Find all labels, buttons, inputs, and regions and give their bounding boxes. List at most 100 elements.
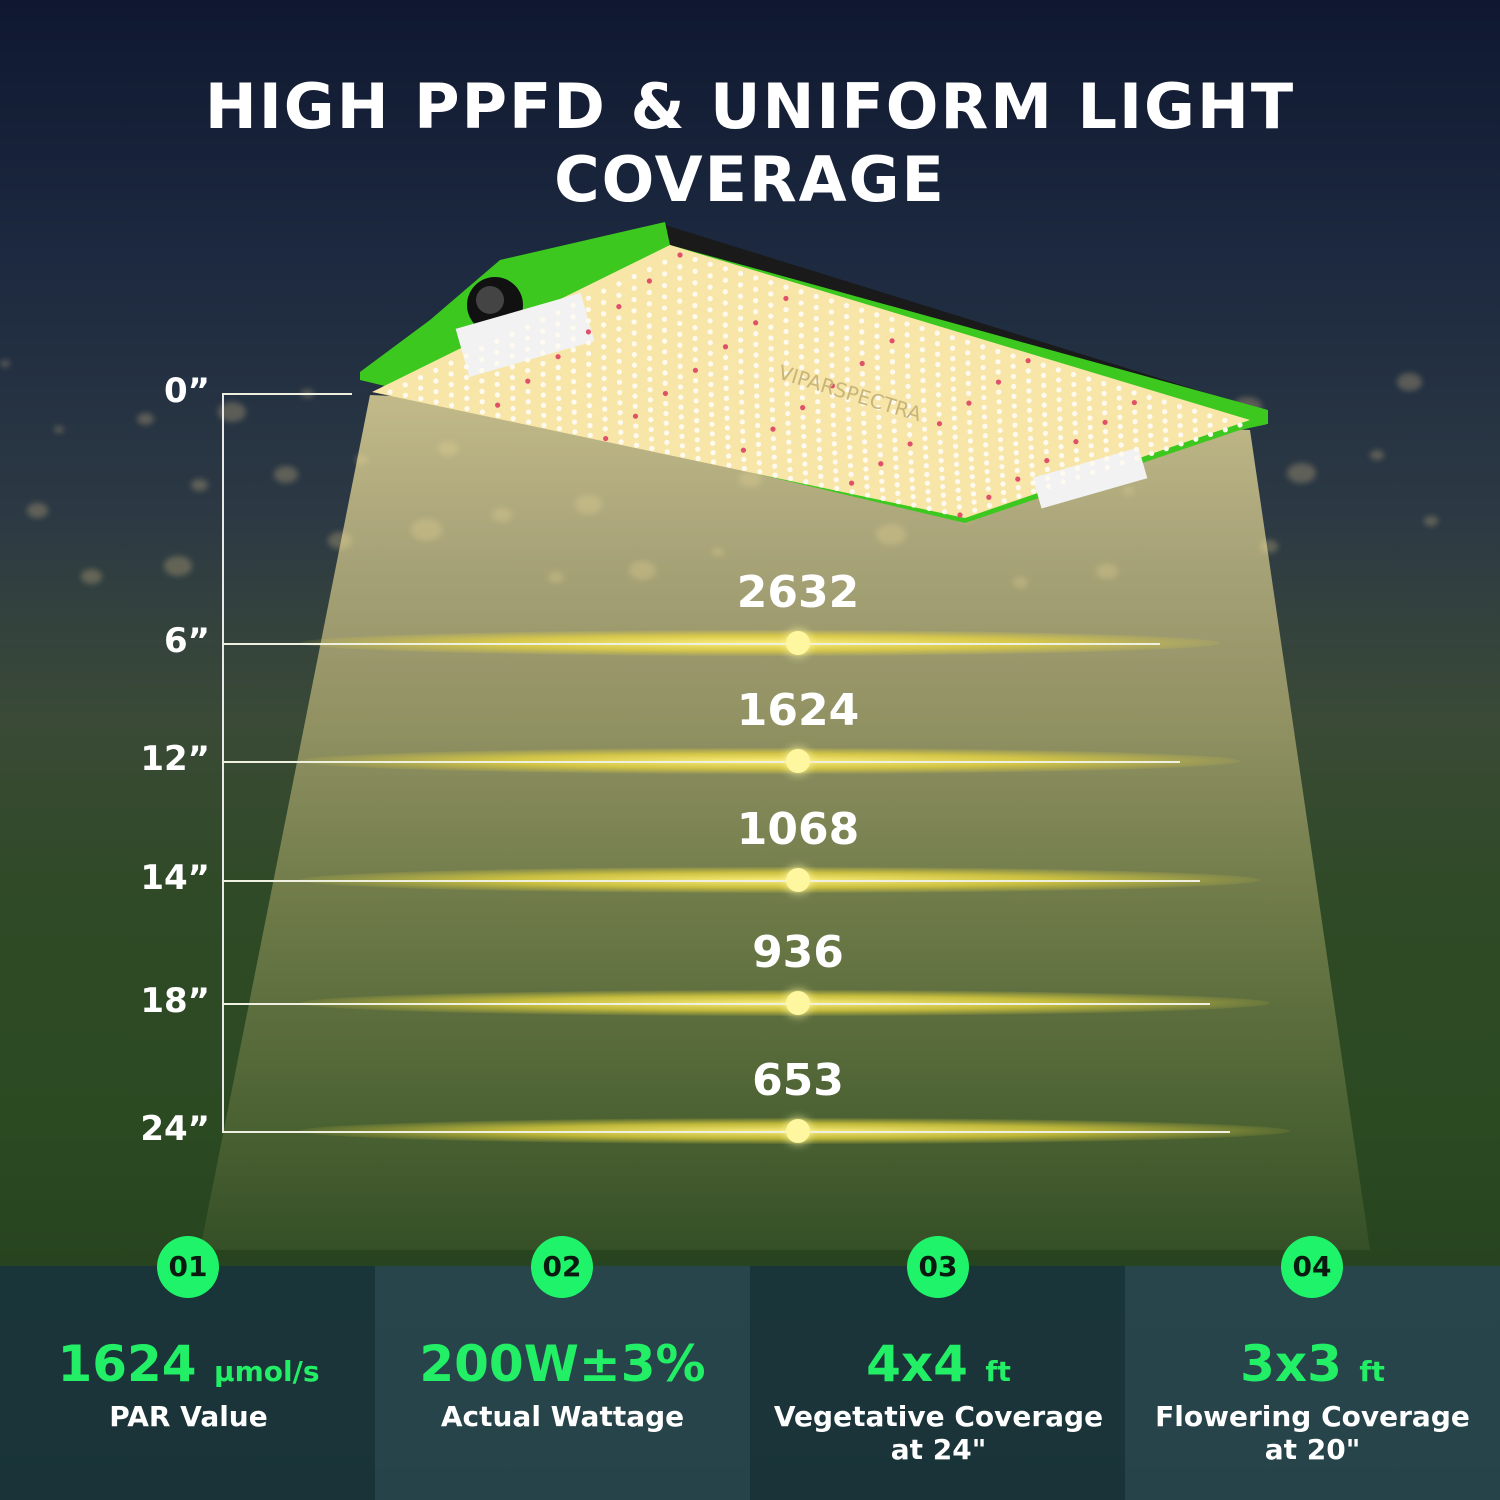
led [863,466,869,472]
led [723,385,729,391]
led [541,422,547,428]
led [1087,415,1093,421]
led [632,403,638,409]
led [875,375,881,381]
led [986,502,993,509]
ppfd-point [786,1119,810,1143]
led [540,402,547,408]
led [1014,467,1020,474]
led [1089,461,1095,467]
led [997,437,1004,443]
led [798,300,804,306]
led [940,484,946,490]
led [1116,385,1122,391]
led [1026,407,1033,413]
led [572,429,578,435]
led [494,338,500,345]
led [555,321,561,327]
led [1059,461,1065,468]
led [966,410,972,416]
led [1192,418,1198,424]
led [571,419,578,425]
led [1044,457,1050,464]
led [692,314,698,320]
led [1103,447,1109,453]
led [586,361,592,367]
led [981,404,987,410]
led [970,482,976,488]
led [463,353,469,359]
led [1000,481,1006,487]
led [969,474,975,480]
led [722,300,728,306]
led [860,391,866,397]
led [908,459,914,465]
led [772,463,778,469]
led [692,357,698,363]
led [925,497,932,503]
ppfd-point [786,631,810,655]
led [1104,456,1110,462]
led [570,336,576,342]
led [1118,433,1124,439]
led [678,414,684,420]
bokeh-light [81,569,102,584]
led [925,489,931,495]
led [786,439,792,445]
led [1071,401,1077,407]
led [935,382,941,388]
led [1131,399,1137,406]
led [585,340,592,346]
led [981,394,987,401]
led [817,455,823,462]
led [768,291,774,297]
led [995,348,1001,355]
led [890,379,896,385]
ppfd-value: 936 [752,927,844,978]
feature-number-badge: 02 [531,1236,593,1298]
led [601,354,607,361]
ppfd-point [786,991,810,1015]
led [798,311,804,317]
led [753,309,759,315]
led [940,492,946,498]
led [830,393,836,399]
led [722,322,728,328]
led [801,452,808,458]
led [859,371,865,377]
height-tick [222,393,352,395]
led [1116,395,1122,401]
led [556,416,562,422]
led [570,347,576,353]
led [874,312,880,318]
led [586,392,592,399]
led [878,461,884,467]
led [1026,388,1032,394]
led [952,425,958,431]
led [647,366,653,372]
led [1161,399,1167,405]
feature-label-line2: at 24" [890,1433,987,1466]
led [678,394,684,400]
led [740,428,746,435]
led [832,459,838,465]
led [815,408,821,415]
led [941,500,947,507]
led [965,370,971,376]
led [1089,452,1095,458]
led [479,388,485,395]
led [1104,465,1110,471]
led [936,401,942,408]
led [616,348,622,354]
led [905,383,911,389]
feature-stat: 200W±3% Actual Wattage [375,1336,750,1433]
led [815,418,821,424]
led [754,403,760,409]
led [893,455,899,461]
led [1041,392,1047,398]
led [418,385,424,391]
led [798,343,804,350]
led [981,414,988,420]
